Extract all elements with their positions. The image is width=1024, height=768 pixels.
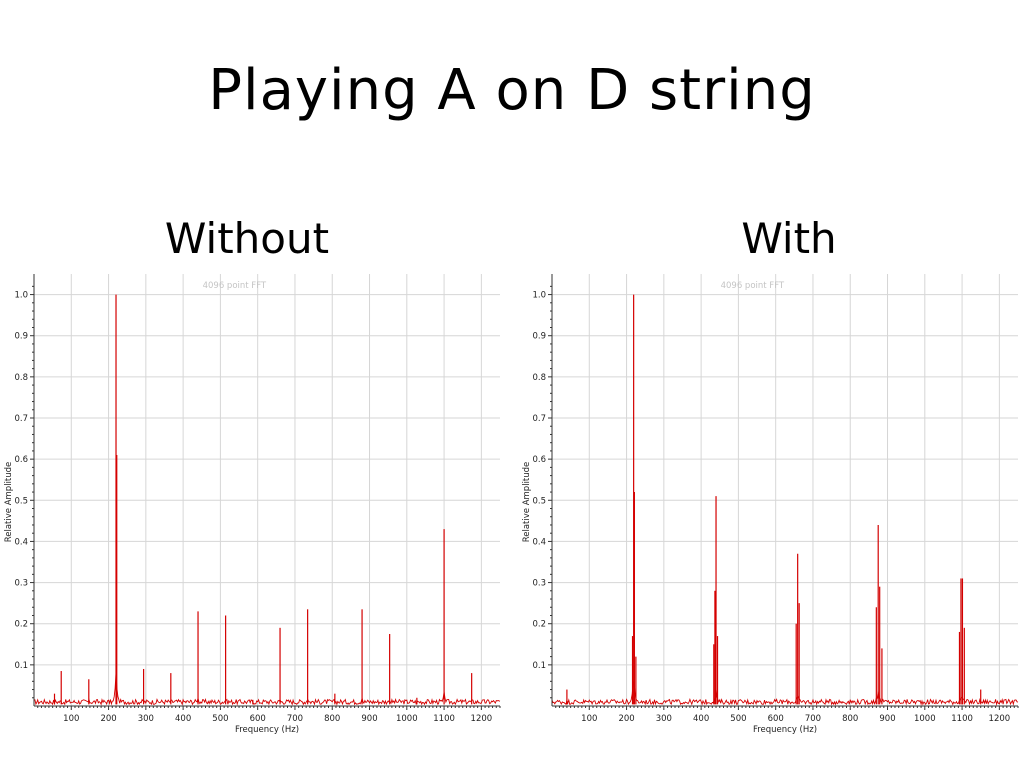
chart-0-y-tick-label: 0.7 (14, 414, 28, 424)
chart-1-y-tick-label: 0.9 (532, 332, 546, 342)
chart-1-x-tick-label: 400 (693, 714, 709, 724)
chart-1-x-tick-label: 1100 (951, 714, 973, 724)
chart-0-x-tick-label: 300 (138, 714, 154, 724)
chart-0-x-tick-label: 200 (100, 714, 116, 724)
chart-1-x-tick-label: 500 (730, 714, 746, 724)
chart-0-x-tick-label: 100 (63, 714, 79, 724)
panel-title-without: Without (164, 214, 330, 263)
chart-0-x-tick-label: 400 (175, 714, 191, 724)
chart-1-y-tick-label: 0.8 (532, 373, 546, 383)
chart-0-y-tick-label: 0.4 (14, 537, 28, 547)
chart-0-y-tick-label: 0.9 (14, 332, 28, 342)
chart-0-x-tick-label: 1200 (471, 714, 493, 724)
chart-1-y-tick-label: 0.6 (532, 455, 546, 465)
chart-0-x-tick-label: 600 (250, 714, 266, 724)
chart-1-y-tick-label: 0.2 (532, 620, 546, 630)
chart-0-subtitle: 4096 point FFT (203, 281, 267, 291)
chart-1-y-axis-label: Relative Amplitude (522, 462, 532, 543)
chart-1-x-tick-label: 900 (879, 714, 895, 724)
chart-1-x-tick-label: 1200 (989, 714, 1011, 724)
chart-0-y-axis-label: Relative Amplitude (4, 462, 14, 543)
chart-0-x-axis-label: Frequency (Hz) (235, 725, 299, 735)
chart-1-x-tick-label: 1000 (914, 714, 936, 724)
chart-without: 4096 point FFT 0.1 0.2 0.3 0.4 0.5 0.6 0.7 0.8 0.… (4, 274, 501, 735)
chart-1-x-tick-label: 800 (842, 714, 858, 724)
chart-0-x-tick-label: 700 (287, 714, 303, 724)
chart-0-y-tick-label: 0.2 (14, 620, 28, 630)
chart-0-y-tick-label: 0.1 (14, 661, 28, 671)
chart-1-x-tick-label: 600 (768, 714, 784, 724)
slide-title: Playing A on D string (208, 58, 816, 123)
chart-1-subtitle: 4096 point FFT (721, 281, 785, 291)
chart-0-noise-floor (33, 673, 501, 706)
chart-0-x-tick-label: 1100 (433, 714, 455, 724)
chart-1-y-tick-label: 0.3 (532, 579, 546, 589)
chart-1-y-tick-label: 0.4 (532, 537, 546, 547)
chart-0-x-tick-label: 1000 (396, 714, 418, 724)
chart-0-y-tick-label: 0.3 (14, 579, 28, 589)
chart-1-x-tick-label: 700 (805, 714, 821, 724)
chart-0-x-tick-label: 900 (361, 714, 377, 724)
chart-1-y-tick-label: 0.1 (532, 661, 546, 671)
chart-1-x-tick-label: 200 (618, 714, 634, 724)
panel-title-with: With (741, 214, 837, 263)
chart-1-x-tick-label: 300 (656, 714, 672, 724)
chart-0-x-tick-label: 500 (212, 714, 228, 724)
chart-0-y-tick-label: 0.6 (14, 455, 28, 465)
chart-with: 4096 point FFT 0.1 0.2 0.3 0.4 0.5 0.6 0.7 0.8 0.… (522, 274, 1019, 735)
chart-0-x-tick-label: 800 (324, 714, 340, 724)
chart-0-y-tick-label: 0.8 (14, 373, 28, 383)
chart-0-y-tick-label: 0.5 (14, 496, 28, 506)
chart-1-x-axis-label: Frequency (Hz) (753, 725, 817, 735)
chart-1-y-tick-label: 0.5 (532, 496, 546, 506)
chart-0-y-tick-label: 1.0 (14, 291, 28, 301)
chart-1-noise-floor (551, 680, 1019, 706)
chart-1-x-tick-label: 100 (581, 714, 597, 724)
chart-1-y-tick-label: 0.7 (532, 414, 546, 424)
chart-1-y-tick-label: 1.0 (532, 291, 546, 301)
